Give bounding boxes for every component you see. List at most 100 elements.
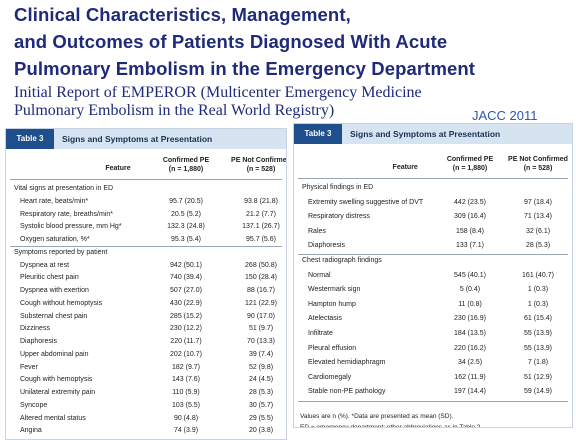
- header-rule: [10, 179, 282, 180]
- row-feature: Fever: [20, 363, 38, 371]
- row-feature: Extremity swelling suggestive of DVT: [308, 198, 424, 206]
- column-header: Feature: [392, 164, 418, 171]
- section-heading: Symptoms reported by patient: [14, 248, 108, 256]
- row-value: 32 (6.1): [525, 227, 551, 235]
- row-value: 95.3 (5.4): [171, 236, 201, 243]
- row-value: 740 (39.4): [170, 274, 202, 282]
- row-feature: Atelectasis: [308, 315, 342, 323]
- row-value: 55 (13.9): [523, 330, 553, 337]
- row-value: 21.2 (7.7): [246, 210, 276, 218]
- table: Table 3 Signs and Symptoms at Presentatio…: [5, 128, 287, 440]
- row-value: 28 (5.3): [248, 389, 274, 396]
- row-feature: Cough without hemoptysis: [20, 299, 103, 307]
- column-header: PE Not Confirmed: [508, 156, 568, 163]
- column-n: (n = 528): [246, 166, 276, 173]
- citation: JACC 2011: [472, 108, 538, 123]
- row-feature: Respiratory rate, breaths/min*: [20, 210, 113, 218]
- row-feature: Cough with hemoptysis: [20, 376, 93, 384]
- title-line: Pulmonary Embolism in the Emergency Depa…: [14, 58, 476, 79]
- row-feature: Dyspnea with exertion: [20, 287, 89, 294]
- row-feature: Dyspnea at rest: [20, 261, 70, 269]
- caption-band: [294, 124, 572, 144]
- row-feature: Respiratory distress: [308, 213, 370, 221]
- row-feature: Diaphoresis: [308, 242, 345, 250]
- row-feature: Rales: [308, 227, 326, 235]
- row-value: 11 (0.8): [458, 300, 482, 308]
- section-heading: Chest radiograph findings: [302, 257, 382, 264]
- row-value: 5 (0.4): [459, 286, 481, 294]
- row-value: 182 (9.7): [171, 363, 201, 371]
- row-feature: Upper abdominal pain: [20, 350, 89, 358]
- row-value: 34 (2.5): [457, 359, 483, 367]
- row-value: 1 (0.3): [527, 300, 549, 308]
- row-feature: Systolic blood pressure, mm Hg*: [20, 223, 122, 231]
- row-value: 59 (14.9): [523, 388, 553, 396]
- row-feature: Oxygen saturation, %*: [20, 236, 90, 243]
- row-feature: Elevated hemidiaphragm: [308, 359, 386, 367]
- row-value: 230 (16.9): [454, 315, 486, 323]
- row-value: 103 (5.5): [171, 401, 201, 409]
- table-label: Table 3: [6, 129, 54, 149]
- row-value: 220 (11.7): [170, 338, 202, 345]
- row-value: 545 (40.1): [454, 271, 486, 279]
- row-value: 268 (50.8): [245, 261, 277, 269]
- row-value: 230 (12.2): [170, 325, 202, 333]
- row-value: 161 (40.7): [522, 271, 554, 279]
- row-feature: Infiltrate: [308, 330, 333, 337]
- section-rule: [10, 245, 282, 247]
- row-value: 39 (7.4): [248, 350, 274, 358]
- row-value: 71 (13.4): [523, 213, 553, 221]
- row-value: 24 (4.5): [248, 376, 274, 384]
- row-feature: Syncope: [20, 401, 48, 409]
- row-value: 197 (14.4): [454, 388, 486, 396]
- column-header: PE Not Confirmed: [231, 157, 287, 164]
- row-feature: Substernal chest pain: [20, 312, 88, 320]
- row-value: 110 (5.9): [172, 389, 200, 396]
- row-feature: Normal: [308, 271, 331, 279]
- section-rule: [298, 254, 568, 255]
- row-feature: Angina: [20, 427, 42, 435]
- row-value: 30 (5.7): [248, 401, 274, 409]
- title-line: and Outcomes of Patients Diagnosed With …: [14, 31, 448, 52]
- row-value: 20 (3.8): [248, 427, 274, 435]
- row-value: 51 (12.9): [523, 373, 553, 381]
- row-value: 97 (18.4): [523, 198, 553, 206]
- column-header: Feature: [105, 165, 131, 172]
- column-n: (n = 1,880): [168, 166, 204, 173]
- footnote: ED = emergency department; other abbrevi…: [300, 424, 483, 428]
- row-feature: Dizziness: [20, 325, 50, 333]
- footer-rule: [298, 401, 568, 402]
- row-value: 95.7 (5.6): [246, 236, 276, 243]
- row-value: 61 (15.4): [523, 315, 553, 323]
- row-value: 285 (15.2): [170, 312, 202, 320]
- caption-band: [6, 129, 286, 149]
- row-feature: Pleural effusion: [308, 344, 357, 352]
- row-value: 55 (13.9): [523, 344, 553, 352]
- row-feature: Heart rate, beats/min*: [20, 197, 89, 205]
- row-value: 220 (16.2): [454, 344, 486, 352]
- row-feature: Hampton hump: [308, 300, 356, 308]
- row-value: 29 (5.5): [248, 414, 274, 422]
- row-feature: Westermark sign: [308, 286, 361, 294]
- column-header: Confirmed PE: [162, 157, 210, 164]
- row-value: 162 (11.9): [454, 373, 486, 381]
- column-n: (n = 1,880): [452, 165, 488, 172]
- slide: Clinical Characteristics, Management, an…: [5, 4, 573, 440]
- row-value: 20.5 (5.2): [171, 210, 201, 218]
- section-heading: Vital signs at presentation in ED: [14, 185, 114, 192]
- table-caption: Signs and Symptoms at Presentation: [350, 129, 501, 139]
- row-value: 184 (13.5): [454, 330, 486, 337]
- header-rule: [298, 178, 568, 179]
- row-value: 90 (4.8): [173, 414, 199, 422]
- row-value: 93.8 (21.8): [244, 197, 278, 205]
- row-value: 150 (28.4): [245, 274, 277, 282]
- row-value: 442 (23.5): [454, 198, 486, 206]
- row-value: 430 (22.9): [170, 299, 202, 307]
- section-heading: Physical findings in ED: [302, 184, 374, 191]
- row-value: 942 (50.1): [170, 261, 202, 269]
- column-header: Confirmed PE: [446, 156, 494, 163]
- subtitle-line: Pulmonary Embolism in the Real World Reg…: [14, 102, 335, 119]
- row-value: 158 (8.4): [455, 227, 485, 235]
- row-value: 202 (10.7): [170, 350, 202, 358]
- row-value: 52 (9.8): [248, 363, 274, 371]
